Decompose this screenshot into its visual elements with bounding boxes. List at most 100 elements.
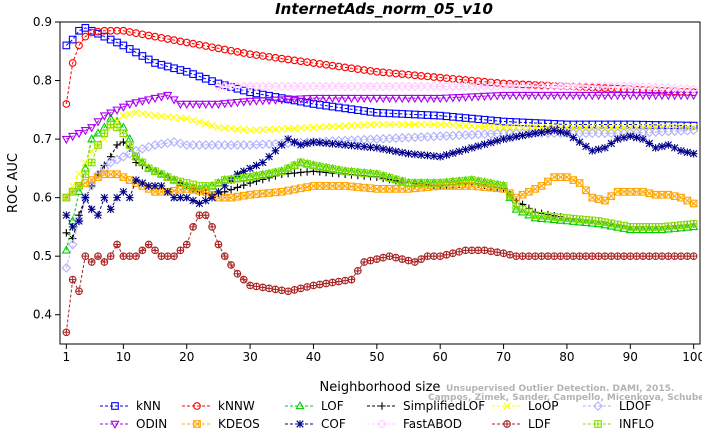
point-inflo-cross: [455, 177, 463, 185]
point-inflo-cross: [88, 159, 95, 166]
point-kdeos-cross: [233, 193, 242, 201]
point-kdeos: [544, 177, 552, 186]
point-ldof: [67, 239, 78, 250]
point-ldf-cross: [601, 252, 609, 260]
point-ldf-cross: [354, 267, 362, 275]
point-inflo-cross: [417, 179, 425, 187]
point-knn-box: [68, 35, 77, 44]
point-ldf-cross: [373, 255, 381, 263]
point-loop: [582, 123, 590, 132]
point-ldf: [138, 246, 147, 255]
point-kdeos: [620, 187, 628, 196]
point-kdeos: [569, 176, 578, 184]
point-loop: [360, 121, 368, 129]
point-cof: [613, 135, 622, 143]
point-cof: [588, 147, 597, 155]
point-cof: [316, 138, 324, 147]
point-loop: [87, 147, 96, 155]
x-tick-label: 100: [682, 350, 702, 364]
point-lof: [638, 224, 648, 234]
point-loop: [303, 123, 311, 132]
point-ldof: [581, 128, 591, 139]
x-tick-label: 10: [116, 350, 131, 364]
point-ldf: [372, 255, 381, 263]
point-odin: [422, 94, 433, 104]
point-kdeos: [385, 185, 394, 193]
point-ldf-cross: [386, 252, 393, 260]
point-fastabod: [657, 82, 667, 93]
point-kdeos-cross: [107, 170, 115, 178]
point-odin: [251, 97, 262, 106]
point-odin: [454, 93, 464, 103]
point-kdeos-cross: [94, 173, 102, 181]
point-fastabod: [574, 81, 585, 92]
point-kdeos-cross: [417, 184, 425, 192]
point-odin: [530, 91, 540, 101]
point-cof: [163, 187, 172, 196]
y-tick-label: 0.9: [33, 15, 52, 29]
point-simplifiedlof: [303, 168, 311, 176]
point-inflo-cross: [202, 182, 210, 190]
point-ldf: [658, 252, 666, 261]
point-kdeos-cross: [126, 176, 134, 184]
point-ldf-cross: [348, 276, 355, 283]
point-ldf-cross: [253, 283, 260, 290]
point-kdeos: [683, 196, 692, 205]
point-knnw-ring: [62, 100, 71, 108]
point-odin: [631, 91, 642, 101]
point-ldof: [188, 140, 198, 150]
point-odin: [511, 91, 521, 101]
point-ldf: [265, 284, 273, 293]
point-kdeos-box: [601, 196, 609, 205]
point-inflo-cross: [196, 182, 203, 190]
point-ldf-cross: [626, 252, 634, 260]
point-ldf: [239, 275, 248, 284]
point-cof: [366, 143, 375, 152]
point-odin: [264, 96, 274, 106]
point-inflo-cross: [550, 213, 558, 221]
point-odin: [327, 94, 338, 104]
point-fastabod: [302, 81, 313, 92]
point-ldof: [118, 151, 129, 162]
point-cof: [290, 138, 299, 146]
point-fastabod: [505, 81, 515, 92]
point-lof: [644, 224, 654, 234]
point-kdeos-cross: [690, 199, 698, 208]
point-ldf: [670, 252, 679, 261]
point-ldof: [99, 163, 110, 174]
point-knnw: [75, 41, 83, 50]
point-inflo-cross: [544, 213, 552, 220]
point-ldf-cross: [284, 288, 292, 295]
point-ldf-cross: [145, 241, 153, 248]
point-inflo-cross: [500, 182, 507, 190]
point-ldf-cross: [164, 252, 172, 260]
legend-item-cof: COF: [285, 417, 346, 431]
point-loop: [385, 120, 394, 129]
point-ldf: [582, 252, 590, 261]
point-fastabod: [606, 81, 617, 92]
point-kdeos-cross: [176, 186, 185, 194]
point-odin: [410, 94, 420, 104]
point-cof: [670, 144, 679, 152]
point-loop: [328, 122, 337, 131]
point-ldf-cross: [449, 249, 457, 257]
point-fastabod: [409, 81, 420, 92]
point-ldf: [550, 252, 559, 261]
point-ldf: [499, 249, 508, 258]
point-fastabod: [346, 81, 357, 92]
point-odin: [365, 94, 376, 104]
point-fastabod: [428, 81, 439, 92]
point-inflo-cross: [646, 223, 653, 231]
point-odin: [213, 100, 224, 109]
point-cof: [493, 137, 502, 145]
point-cof: [87, 205, 96, 214]
point-inflo: [113, 123, 121, 132]
point-inflo-cross: [227, 176, 235, 183]
point-kdeos: [518, 190, 527, 199]
point-lof: [93, 128, 103, 137]
point-kdeos: [246, 190, 254, 199]
point-ldf-cross: [196, 211, 203, 219]
point-cof: [62, 211, 71, 219]
point-loop: [442, 121, 451, 129]
point-cof: [474, 142, 483, 150]
